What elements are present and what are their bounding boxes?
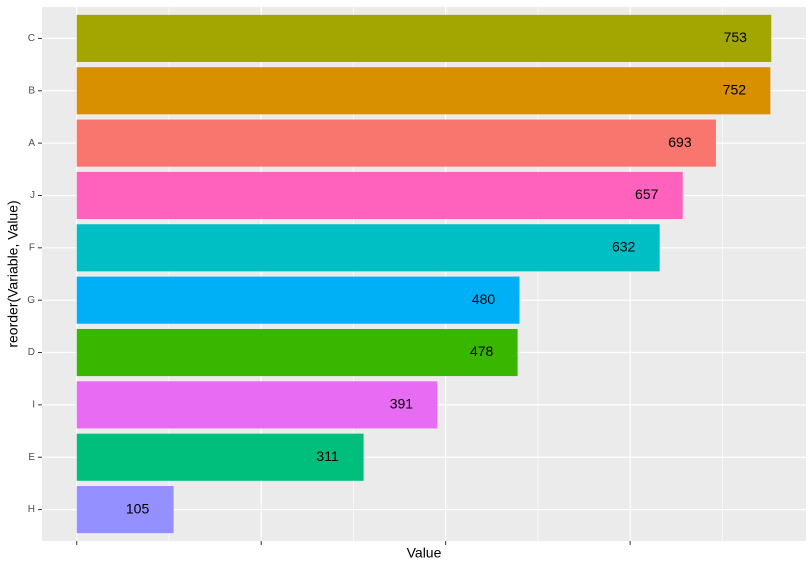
bar: [76, 67, 771, 115]
value-label: 693: [668, 134, 692, 150]
bar: [76, 381, 438, 429]
value-label: 480: [472, 291, 496, 307]
y-tick-label: F: [29, 242, 35, 253]
bar: [76, 276, 520, 324]
bar: [76, 224, 660, 272]
y-tick-label: C: [28, 33, 35, 44]
value-label: 311: [316, 448, 339, 464]
value-label: 391: [390, 396, 414, 412]
y-tick-label: I: [32, 400, 35, 411]
value-label: 478: [470, 343, 494, 359]
value-label: 105: [126, 500, 150, 516]
x-axis-title: Value: [407, 545, 442, 561]
y-tick-label: A: [28, 138, 35, 149]
y-tick-label: H: [28, 504, 35, 515]
bar: [76, 486, 174, 534]
y-tick-label: E: [28, 452, 35, 463]
bar: [76, 328, 518, 377]
y-axis-title: reorder(Variable, Value): [5, 200, 21, 347]
bar: [76, 14, 772, 62]
y-tick-label: J: [30, 190, 35, 201]
value-label: 752: [723, 81, 747, 97]
y-tick-label: G: [27, 295, 35, 306]
bar: [76, 171, 683, 220]
value-label: 753: [724, 29, 748, 45]
y-tick-label: B: [28, 85, 35, 96]
bar: [76, 119, 716, 167]
y-tick-label: D: [28, 347, 35, 358]
marks: 753 752 693 657 632 480 478 391 311 105: [76, 14, 772, 534]
bar: [76, 433, 364, 481]
value-label: 632: [612, 239, 636, 255]
value-label: 657: [635, 186, 659, 202]
